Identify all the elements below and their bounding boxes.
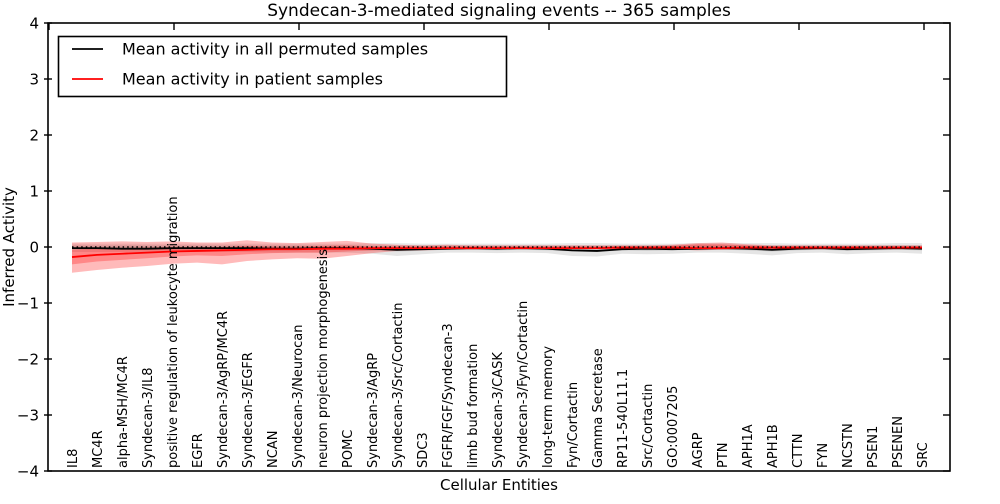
- x-tick-label: MC4R: [91, 430, 106, 468]
- x-tick-label: AGRP: [691, 432, 706, 468]
- x-tick-label: Gamma Secretase: [591, 348, 606, 468]
- y-tick-label: 4: [29, 15, 39, 33]
- x-tick-label: Syndecan-3/Neurocan: [291, 325, 306, 468]
- x-tick-label: PSEN1: [866, 426, 881, 468]
- x-tick-label: neuron projection morphogenesis: [316, 249, 331, 468]
- x-tick-label: FYN: [816, 443, 831, 468]
- x-tick-label: Syndecan-3/CASK: [491, 352, 506, 468]
- y-axis-label: Inferred Activity: [0, 187, 18, 307]
- x-tick-label: APH1A: [741, 424, 756, 468]
- x-tick-label: Syndecan-3/Fyn/Cortactin: [516, 301, 531, 468]
- y-tick-label: 1: [29, 183, 39, 201]
- legend-label-patient: Mean activity in patient samples: [122, 70, 383, 89]
- x-tick-label: CTTN: [791, 434, 806, 468]
- y-tick-label: 0: [29, 239, 39, 257]
- x-tick-label: PTN: [716, 442, 731, 468]
- x-tick-label: NCSTN: [841, 423, 856, 468]
- x-tick-label: GO:0007205: [666, 386, 681, 468]
- x-tick-label: alpha-MSH/MC4R: [116, 356, 131, 468]
- x-tick-label: long-term memory: [541, 346, 556, 468]
- line-patient-mean: [71, 246, 922, 258]
- x-tick-label: Syndecan-3/Src/Cortactin: [391, 302, 406, 468]
- x-tick-label: Src/Cortactin: [641, 384, 656, 468]
- plot-area: 4 3 2 1 0 −1 −2 −3 −4 IL8 MC4R alpha-MSH/MC4R Syndec…: [17, 15, 951, 481]
- y-tick-label: −4: [17, 463, 39, 481]
- legend: Mean activity in all permuted samples Me…: [57, 35, 508, 98]
- y-tick-label: −3: [17, 407, 39, 425]
- x-tick-label: Syndecan-3/AgRP/MC4R: [216, 311, 231, 468]
- legend-label-permuted: Mean activity in all permuted samples: [122, 40, 428, 59]
- x-tick-label: APH1B: [766, 424, 781, 468]
- x-tick-label: limb bud formation: [466, 344, 481, 468]
- x-axis-label: Cellular Entities: [440, 476, 558, 494]
- x-tick-label: Syndecan-3/IL8: [141, 368, 156, 468]
- y-tick-label: −2: [17, 351, 39, 369]
- x-tick-label: Syndecan-3/EGFR: [241, 352, 256, 468]
- y-tick-label: −1: [17, 295, 39, 313]
- x-tick-label: IL8: [66, 449, 81, 468]
- x-tick-label: PSENEN: [891, 416, 906, 468]
- x-tick-label: POMC: [341, 430, 356, 468]
- x-tick-label: NCAN: [266, 431, 281, 468]
- x-tick-label: SDC3: [416, 432, 431, 468]
- y-tick-label: 3: [29, 71, 39, 89]
- chart-title: Syndecan-3-mediated signaling events -- …: [267, 1, 731, 21]
- x-tick-label: Fyn/Cortactin: [566, 382, 581, 468]
- x-tick-label: Syndecan-3/AgRP: [366, 353, 381, 468]
- x-tick-label: SRC: [916, 442, 931, 468]
- legend-box: [57, 35, 508, 98]
- x-tick-label: FGFR/FGF/Syndecan-3: [441, 323, 456, 468]
- y-tick-label: 2: [29, 127, 39, 145]
- x-tick-label: RP11-540L11.1: [616, 369, 631, 468]
- x-tick-label: positive regulation of leukocyte migrati…: [166, 196, 181, 468]
- x-tick-label: EGFR: [191, 433, 206, 468]
